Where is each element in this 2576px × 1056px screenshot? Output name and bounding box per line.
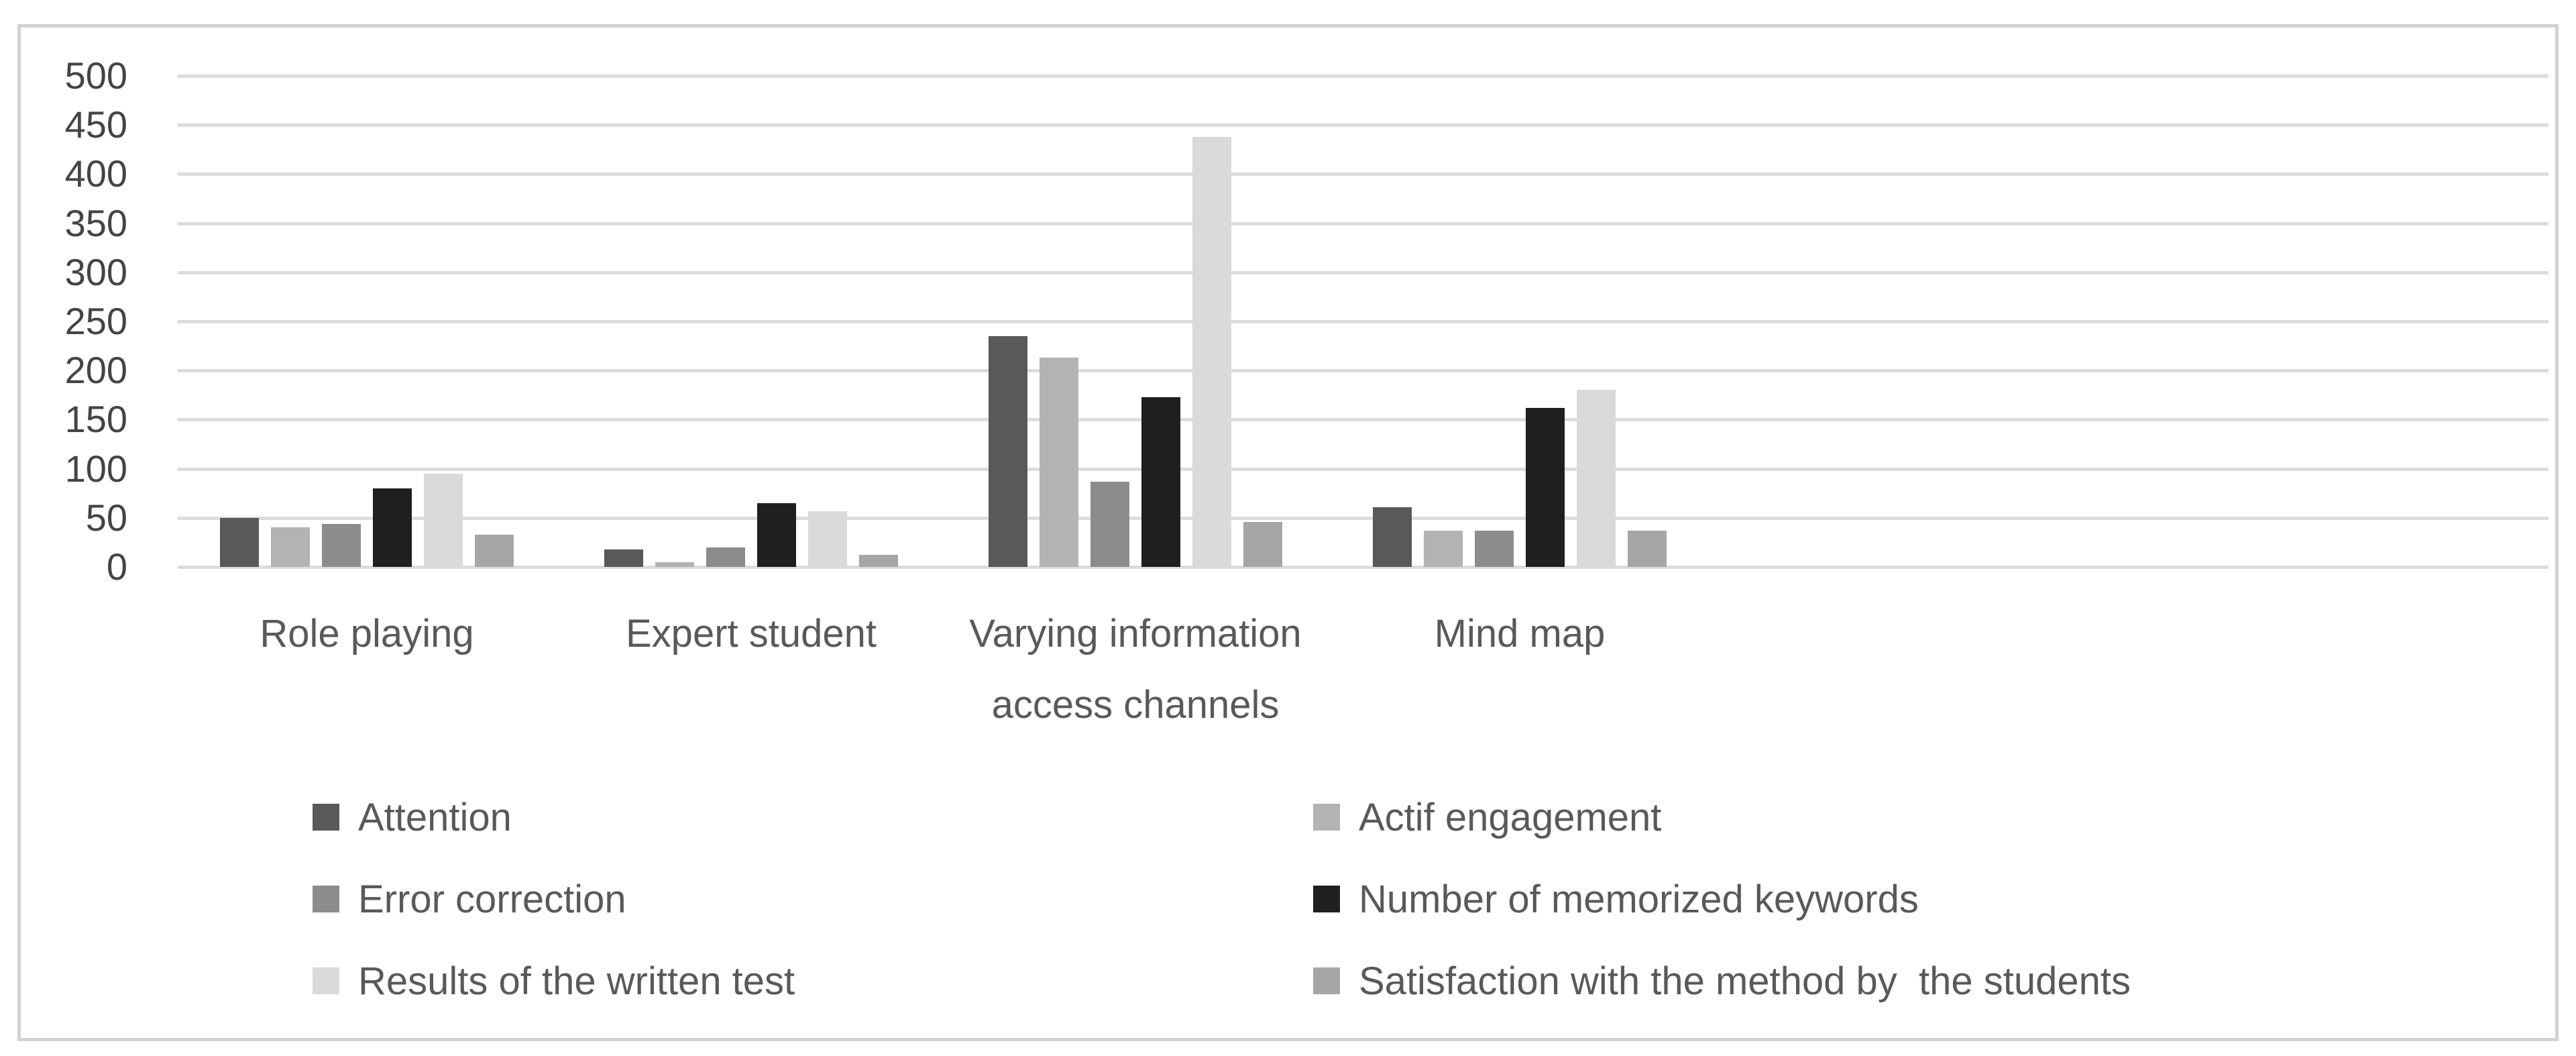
legend-label: Actif engagement — [1359, 795, 1662, 839]
y-axis-tick-label: 500 — [64, 54, 127, 97]
gridline — [178, 172, 2549, 176]
category-label: Varying information access channels — [969, 612, 1302, 727]
bar — [808, 511, 847, 567]
bar — [1424, 531, 1463, 567]
category-label: Expert student — [626, 612, 877, 655]
y-axis-tick-label: 50 — [85, 496, 127, 539]
bar — [1526, 408, 1565, 567]
bar — [1090, 482, 1129, 567]
legend-item: Actif engagement — [1313, 796, 1661, 839]
legend-label: Attention — [358, 795, 512, 839]
legend-swatch — [313, 804, 339, 831]
y-axis-tick-label: 0 — [106, 545, 127, 588]
gridline — [178, 320, 2549, 323]
bar — [1243, 522, 1282, 567]
gridline — [178, 369, 2549, 373]
gridline — [178, 418, 2549, 422]
y-axis-tick-label: 300 — [64, 250, 127, 293]
gridline — [178, 516, 2549, 520]
bar — [706, 547, 745, 567]
legend-swatch — [1313, 886, 1340, 912]
gridline — [178, 221, 2549, 225]
legend-item: Results of the written test — [313, 959, 795, 1003]
gridline — [178, 74, 2549, 78]
bar — [271, 527, 310, 567]
legend-item: Satisfaction with the method by the stud… — [1313, 959, 2131, 1003]
gridline — [178, 270, 2549, 274]
y-axis-tick-label: 200 — [64, 349, 127, 392]
bar — [1628, 531, 1667, 567]
category-label: Role playing — [260, 612, 474, 655]
y-axis-tick-label: 250 — [64, 300, 127, 342]
gridline — [178, 566, 2549, 569]
legend-swatch — [1313, 804, 1340, 831]
bar — [1040, 358, 1078, 567]
legend-swatch — [1313, 967, 1340, 994]
legend-item: Number of memorized keywords — [1313, 877, 1919, 921]
gridline — [178, 467, 2549, 471]
legend-label: Number of memorized keywords — [1359, 877, 1919, 921]
bar — [1475, 531, 1514, 567]
y-axis-tick-label: 350 — [64, 201, 127, 244]
bar — [373, 488, 412, 567]
bar — [1192, 137, 1231, 567]
bar — [757, 503, 796, 567]
legend-label: Error correction — [358, 877, 626, 921]
bar — [322, 524, 361, 567]
bar — [424, 474, 463, 567]
legend-item: Attention — [313, 796, 512, 839]
bar — [1373, 507, 1412, 567]
y-axis-tick-label: 400 — [64, 152, 127, 195]
bar — [1141, 397, 1180, 567]
bar — [989, 336, 1027, 567]
y-axis-tick-label: 150 — [64, 398, 127, 441]
category-label: Mind map — [1434, 612, 1606, 655]
legend-swatch — [313, 967, 339, 994]
legend-label: Results of the written test — [358, 959, 795, 1003]
y-axis-tick-label: 100 — [64, 447, 127, 490]
gridline — [178, 123, 2549, 127]
legend-label: Satisfaction with the method by the stud… — [1359, 959, 2131, 1003]
legend-item: Error correction — [313, 877, 626, 921]
bar — [475, 535, 514, 567]
bar — [859, 555, 898, 567]
y-axis-tick-label: 450 — [64, 103, 127, 146]
bar — [604, 549, 643, 567]
bar — [220, 518, 259, 567]
bar — [1577, 390, 1616, 567]
bar — [655, 562, 694, 567]
legend-swatch — [313, 886, 339, 912]
